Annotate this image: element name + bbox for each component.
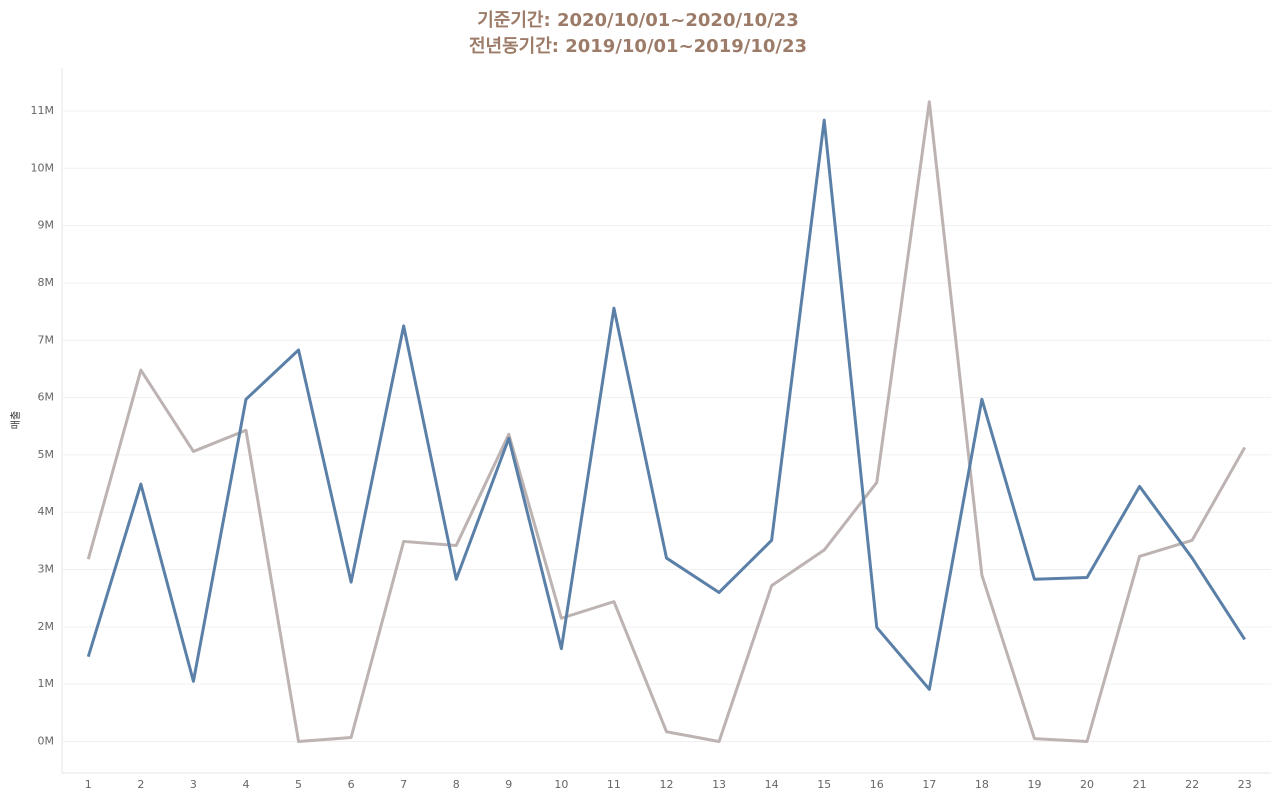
y-tick-label: 1M: [38, 677, 55, 690]
x-tick-label: 17: [922, 778, 936, 791]
y-tick-label: 7M: [38, 333, 55, 346]
chart-subtitle: 전년동기간: 2019/10/01~2019/10/23: [469, 36, 807, 57]
y-tick-label: 8M: [38, 276, 55, 289]
x-tick-label: 4: [242, 778, 249, 791]
x-tick-label: 11: [607, 778, 621, 791]
x-tick-label: 1: [85, 778, 92, 791]
x-tick-label: 22: [1185, 778, 1199, 791]
x-tick-label: 9: [505, 778, 512, 791]
y-tick-label: 11M: [31, 104, 55, 117]
y-axis-label: 매출: [10, 411, 22, 429]
x-tick-label: 3: [190, 778, 197, 791]
x-tick-label: 15: [817, 778, 831, 791]
x-tick-label: 8: [453, 778, 460, 791]
x-tick-label: 21: [1133, 778, 1147, 791]
y-tick-label: 9M: [38, 219, 55, 232]
y-tick-label: 6M: [38, 391, 55, 404]
x-tick-label: 10: [554, 778, 568, 791]
x-tick-label: 19: [1027, 778, 1041, 791]
y-tick-label: 0M: [38, 734, 55, 747]
x-tick-label: 5: [295, 778, 302, 791]
x-tick-label: 13: [712, 778, 726, 791]
x-tick-label: 6: [348, 778, 355, 791]
y-tick-label: 3M: [38, 563, 55, 576]
line-series: [86, 100, 1247, 743]
x-tick-label: 18: [975, 778, 989, 791]
x-tick-label: 12: [660, 778, 674, 791]
x-tick-label: 16: [870, 778, 884, 791]
y-tick-label: 10M: [31, 161, 55, 174]
y-tick-label: 2M: [38, 620, 55, 633]
chart-title: 기준기간: 2020/10/01~2020/10/23: [477, 10, 798, 31]
y-tick-label: 4M: [38, 505, 55, 518]
x-tick-label: 23: [1238, 778, 1252, 791]
line-series: [86, 118, 1246, 691]
y-tick-label: 5M: [38, 448, 55, 461]
x-tick-label: 2: [137, 778, 144, 791]
x-tick-label: 7: [400, 778, 407, 791]
x-tick-label: 14: [765, 778, 779, 791]
x-tick-label: 20: [1080, 778, 1094, 791]
